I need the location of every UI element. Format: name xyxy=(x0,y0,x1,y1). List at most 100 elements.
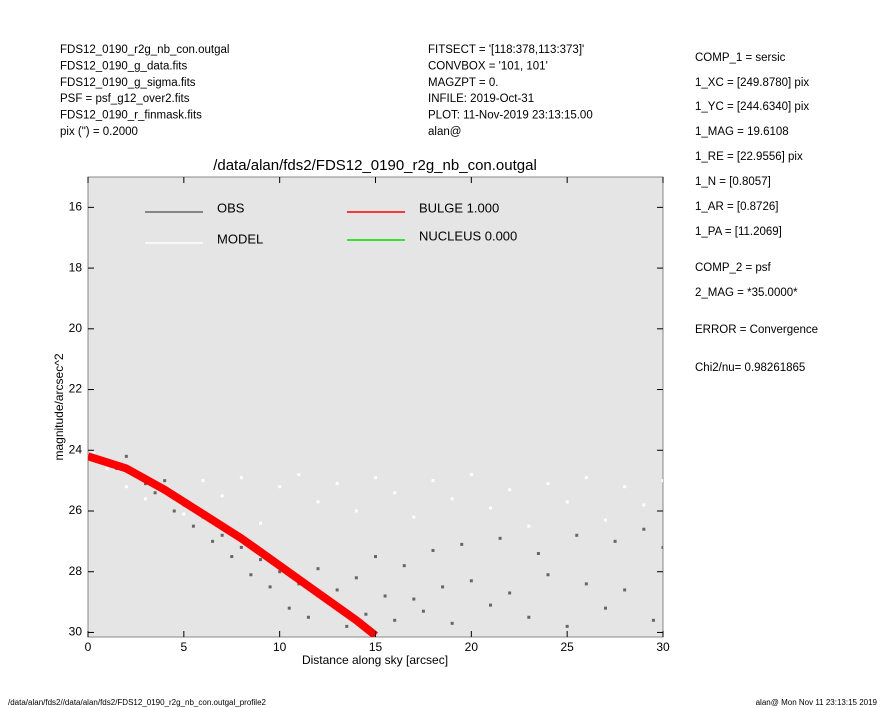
scatter-point xyxy=(623,485,627,489)
scatter-point xyxy=(374,555,377,559)
scatter-point xyxy=(239,545,243,549)
scatter-point xyxy=(642,503,646,507)
scatter-point xyxy=(527,615,531,619)
scatter-point xyxy=(172,509,176,513)
y-tick-label: 22 xyxy=(69,382,83,396)
scatter-point xyxy=(268,585,272,589)
scatter-point xyxy=(450,497,454,501)
legend-label: MODEL xyxy=(217,231,263,246)
scatter-point xyxy=(623,588,627,592)
scatter-point xyxy=(354,576,358,580)
scatter-point xyxy=(412,515,416,519)
scatter-point xyxy=(239,476,243,480)
x-tick-label: 30 xyxy=(656,640,670,654)
scatter-point xyxy=(278,570,282,574)
scatter-point xyxy=(604,518,607,522)
scatter-point xyxy=(297,473,301,477)
footer-right: alan@ Mon Nov 11 23:13:15 2019 xyxy=(756,698,878,707)
scatter-point xyxy=(287,606,291,610)
scatter-point xyxy=(335,482,339,486)
header-right-line: 1_RE = [22.9556] pix xyxy=(695,151,803,163)
scatter-point xyxy=(508,591,512,595)
scatter-point xyxy=(412,597,416,601)
header-middle-line: FITSECT = '[118:378,113:373]' xyxy=(428,44,584,56)
legend-label: BULGE 1.000 xyxy=(419,200,499,215)
scatter-point xyxy=(421,609,425,613)
header-right-line: 1_N = [0.8057] xyxy=(695,176,771,188)
x-tick-label: 25 xyxy=(560,640,574,654)
header-right-line: 1_XC = [249.8780] pix xyxy=(695,77,809,89)
model-line xyxy=(88,452,378,637)
scatter-point xyxy=(249,573,253,577)
scatter-point xyxy=(431,548,435,552)
scatter-point xyxy=(402,564,406,568)
y-tick-label: 18 xyxy=(69,260,83,274)
scatter-point xyxy=(201,479,205,483)
header-left-line: FDS12_0190_g_sigma.fits xyxy=(60,77,196,89)
header-middle-line: alan@ xyxy=(428,126,461,138)
header-right-line: 1_AR = [0.8726] xyxy=(695,201,778,213)
scatter-point xyxy=(565,500,569,504)
scatter-point xyxy=(144,497,147,501)
scatter-point xyxy=(450,621,454,625)
y-tick-label: 20 xyxy=(69,321,83,335)
scatter-point xyxy=(604,606,607,610)
scatter-point xyxy=(441,585,445,589)
header-middle-line: MAGZPT = 0. xyxy=(428,77,498,89)
scatter-point xyxy=(393,491,397,495)
header-right-line: 2_MAG = *35.0000* xyxy=(695,287,798,299)
scatter-point xyxy=(393,618,397,622)
scatter-point xyxy=(153,491,157,495)
x-tick-label: 10 xyxy=(273,640,287,654)
scatter-point xyxy=(575,533,579,537)
header-left-line: PSF = psf_g12_over2.fits xyxy=(60,93,190,105)
plot-area xyxy=(87,176,664,638)
scatter-point xyxy=(316,567,320,571)
chart-title: /data/alan/fds2/FDS12_0190_r2g_nb_con.ou… xyxy=(213,157,537,174)
scatter-point xyxy=(211,539,215,543)
x-tick-label: 0 xyxy=(85,640,92,654)
header-right-line: COMP_1 = sersic xyxy=(695,52,786,64)
scatter-point xyxy=(278,485,282,489)
header-right-line: 1_PA = [11.2069] xyxy=(695,226,782,238)
scatter-point xyxy=(536,552,540,556)
y-tick-label: 28 xyxy=(69,564,83,578)
scatter-point xyxy=(230,555,234,559)
header-middle-line: PLOT: 11-Nov-2019 23:13:15.00 xyxy=(428,110,593,122)
scatter-point xyxy=(469,473,473,477)
scatter-point xyxy=(364,612,368,616)
scatter-point xyxy=(345,624,349,628)
header-right-line: Chi2/nu= 0.98261865 xyxy=(695,362,805,374)
legend-label: NUCLEUS 0.000 xyxy=(419,228,517,243)
scatter-point xyxy=(335,588,339,592)
header-left-line: FDS12_0190_r_finmask.fits xyxy=(60,110,202,122)
scatter-point xyxy=(565,624,569,628)
scatter-point xyxy=(584,476,588,480)
header-right-line: ERROR = Convergence xyxy=(695,324,818,336)
scatter-point xyxy=(546,573,550,577)
scatter-point xyxy=(383,594,387,598)
x-axis-label: Distance along sky [arcsec] xyxy=(302,653,448,667)
scatter-point xyxy=(431,479,435,483)
y-axis-label: magnitude/arcsec^2 xyxy=(52,353,66,460)
scatter-point xyxy=(163,479,167,483)
x-tick-label: 20 xyxy=(465,640,479,654)
scatter-point xyxy=(527,524,531,528)
scatter-point xyxy=(460,542,464,546)
x-tick-label: 5 xyxy=(180,640,187,654)
header-left-line: FDS12_0190_g_data.fits xyxy=(60,60,187,72)
y-tick-label: 24 xyxy=(69,442,83,456)
legend-label: OBS xyxy=(217,200,245,215)
scatter-point xyxy=(316,500,320,504)
scatter-point xyxy=(642,527,646,531)
scatter-point xyxy=(651,618,655,622)
header-left-line: FDS12_0190_r2g_nb_con.outgal xyxy=(60,44,229,56)
y-tick-label: 26 xyxy=(69,503,83,517)
header-right-line: 1_YC = [244.6340] pix xyxy=(695,101,809,113)
scatter-point xyxy=(498,536,502,540)
scatter-point xyxy=(489,603,492,607)
scatter-point xyxy=(546,482,550,486)
header-middle-line: INFILE: 2019-Oct-31 xyxy=(428,93,534,105)
scatter-point xyxy=(124,485,128,489)
